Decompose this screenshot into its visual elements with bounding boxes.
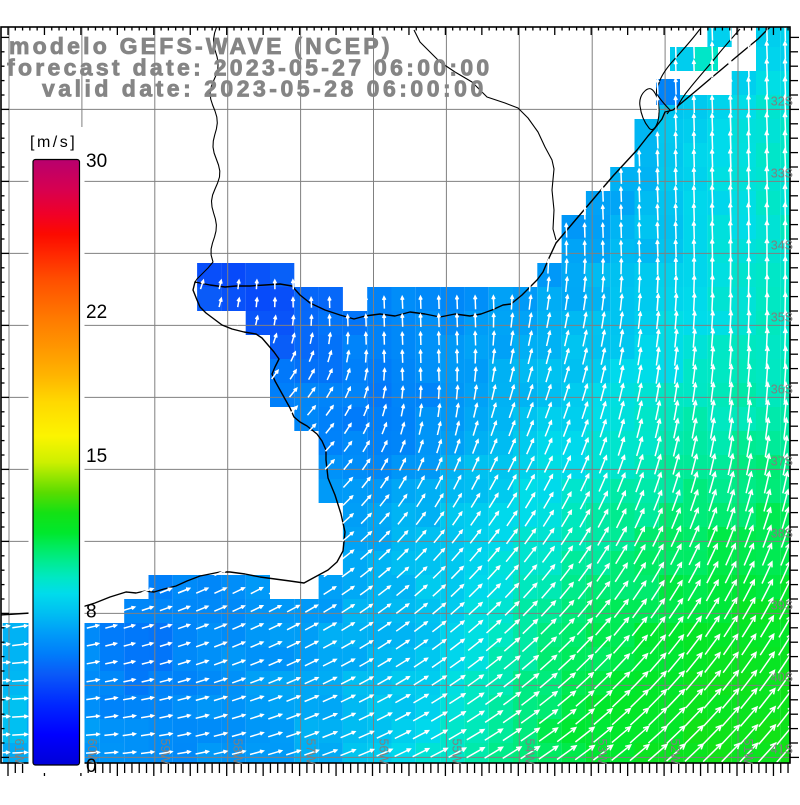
svg-text:8: 8	[86, 602, 97, 623]
svg-text:61W: 61W	[12, 739, 26, 765]
svg-text:58W: 58W	[231, 739, 245, 765]
svg-text:35S: 35S	[771, 310, 793, 324]
svg-text:41S: 41S	[771, 742, 793, 756]
svg-text:modelo GEFS-WAVE (NCEP): modelo GEFS-WAVE (NCEP)	[9, 33, 393, 59]
svg-text:34S: 34S	[771, 238, 793, 252]
svg-text:52W: 52W	[668, 739, 682, 765]
svg-text:37S: 37S	[771, 454, 793, 468]
svg-text:[m/s]: [m/s]	[30, 134, 77, 151]
svg-text:40S: 40S	[771, 670, 793, 684]
svg-text:15: 15	[86, 446, 107, 467]
svg-text:54W: 54W	[522, 739, 536, 765]
svg-text:57W: 57W	[304, 739, 318, 765]
svg-text:51W: 51W	[741, 739, 755, 765]
svg-text:53W: 53W	[595, 739, 609, 765]
svg-text:60W: 60W	[85, 739, 99, 765]
svg-text:33S: 33S	[771, 166, 793, 180]
svg-text:36S: 36S	[771, 382, 793, 396]
svg-text:59W: 59W	[158, 739, 172, 765]
svg-text:56W: 56W	[377, 739, 391, 765]
svg-text:32S: 32S	[771, 94, 793, 108]
svg-text:forecast date: 2023-05-27 06:0: forecast date: 2023-05-27 06:00:00	[7, 55, 493, 81]
svg-text:22: 22	[86, 302, 107, 323]
svg-text:0: 0	[86, 756, 97, 777]
svg-text:38S: 38S	[771, 526, 793, 540]
svg-text:valid date: 2023-05-28 06:00:0: valid date: 2023-05-28 06:00:00	[42, 76, 487, 102]
svg-text:30: 30	[86, 151, 107, 172]
svg-text:39S: 39S	[771, 598, 793, 612]
svg-text:55W: 55W	[449, 739, 463, 765]
